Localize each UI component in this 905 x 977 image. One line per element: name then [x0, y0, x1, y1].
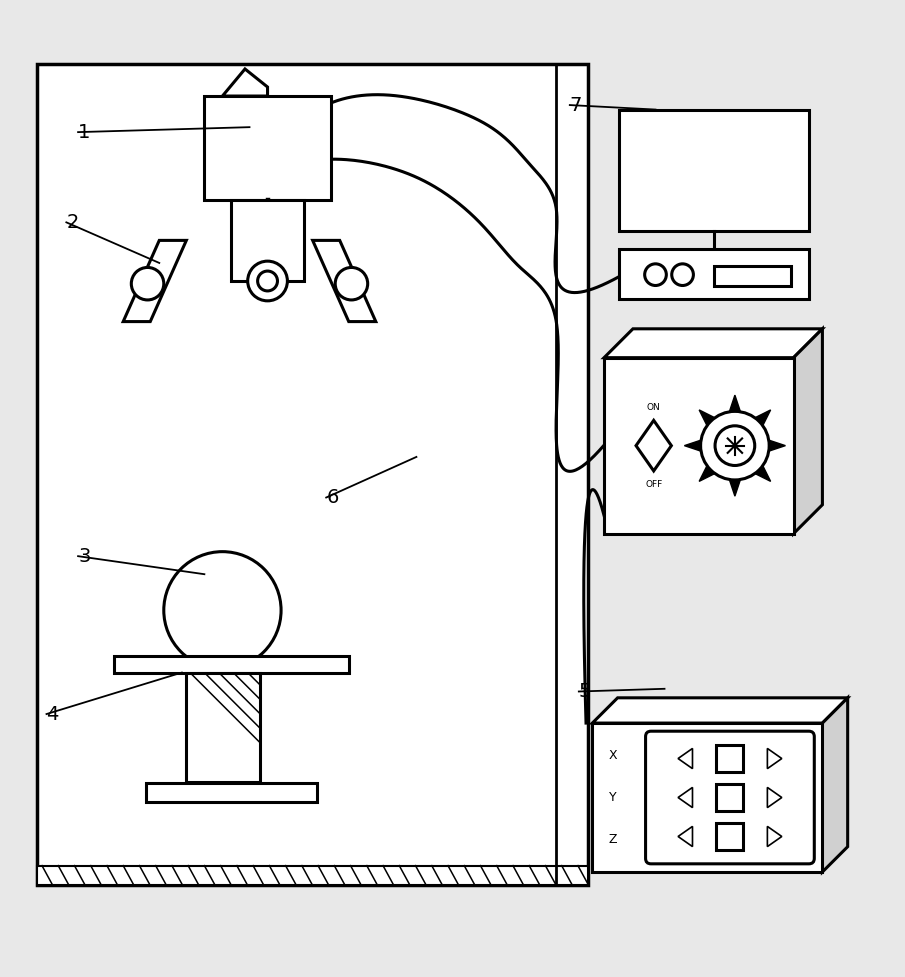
Polygon shape: [123, 240, 186, 321]
Bar: [717, 784, 744, 811]
Text: Z: Z: [608, 832, 617, 846]
Text: ON: ON: [647, 403, 661, 411]
Circle shape: [335, 268, 367, 300]
FancyBboxPatch shape: [645, 731, 814, 864]
Text: X: X: [608, 749, 617, 762]
Polygon shape: [729, 480, 740, 496]
Polygon shape: [678, 827, 692, 847]
Text: 2: 2: [66, 213, 79, 232]
Polygon shape: [604, 329, 823, 358]
Bar: [146, 783, 317, 802]
Polygon shape: [636, 420, 672, 471]
Polygon shape: [756, 466, 771, 482]
Circle shape: [644, 264, 666, 285]
Text: 1: 1: [78, 123, 91, 142]
Bar: [604, 358, 794, 533]
Bar: [593, 723, 823, 871]
Bar: [232, 199, 304, 281]
Bar: [37, 64, 588, 885]
Polygon shape: [767, 787, 782, 808]
Circle shape: [131, 268, 164, 300]
Circle shape: [248, 261, 288, 301]
Polygon shape: [767, 748, 782, 769]
Polygon shape: [756, 410, 771, 425]
Circle shape: [672, 264, 693, 285]
Bar: [186, 673, 261, 782]
Polygon shape: [678, 748, 692, 769]
Bar: [114, 657, 348, 672]
Text: 5: 5: [579, 682, 591, 701]
Text: 7: 7: [570, 96, 582, 114]
Polygon shape: [223, 69, 268, 96]
Polygon shape: [729, 395, 740, 411]
Bar: [205, 96, 330, 199]
Circle shape: [715, 426, 755, 465]
Polygon shape: [700, 466, 714, 482]
Text: 3: 3: [78, 547, 91, 566]
Bar: [717, 823, 744, 850]
Text: 4: 4: [46, 704, 59, 724]
Bar: [714, 266, 791, 285]
Polygon shape: [684, 441, 700, 451]
Circle shape: [164, 552, 281, 669]
Polygon shape: [794, 329, 823, 533]
Polygon shape: [593, 698, 848, 723]
Circle shape: [258, 271, 278, 291]
Bar: [717, 745, 744, 772]
Text: Y: Y: [608, 791, 616, 804]
Text: OFF: OFF: [645, 480, 662, 489]
Polygon shape: [678, 787, 692, 808]
Polygon shape: [769, 441, 786, 451]
Circle shape: [700, 411, 769, 480]
Polygon shape: [312, 240, 376, 321]
Text: 6: 6: [326, 488, 338, 507]
Polygon shape: [700, 410, 714, 425]
Polygon shape: [767, 827, 782, 847]
Bar: [619, 109, 809, 232]
Bar: [619, 249, 809, 299]
Polygon shape: [823, 698, 848, 871]
Bar: [37, 866, 588, 885]
